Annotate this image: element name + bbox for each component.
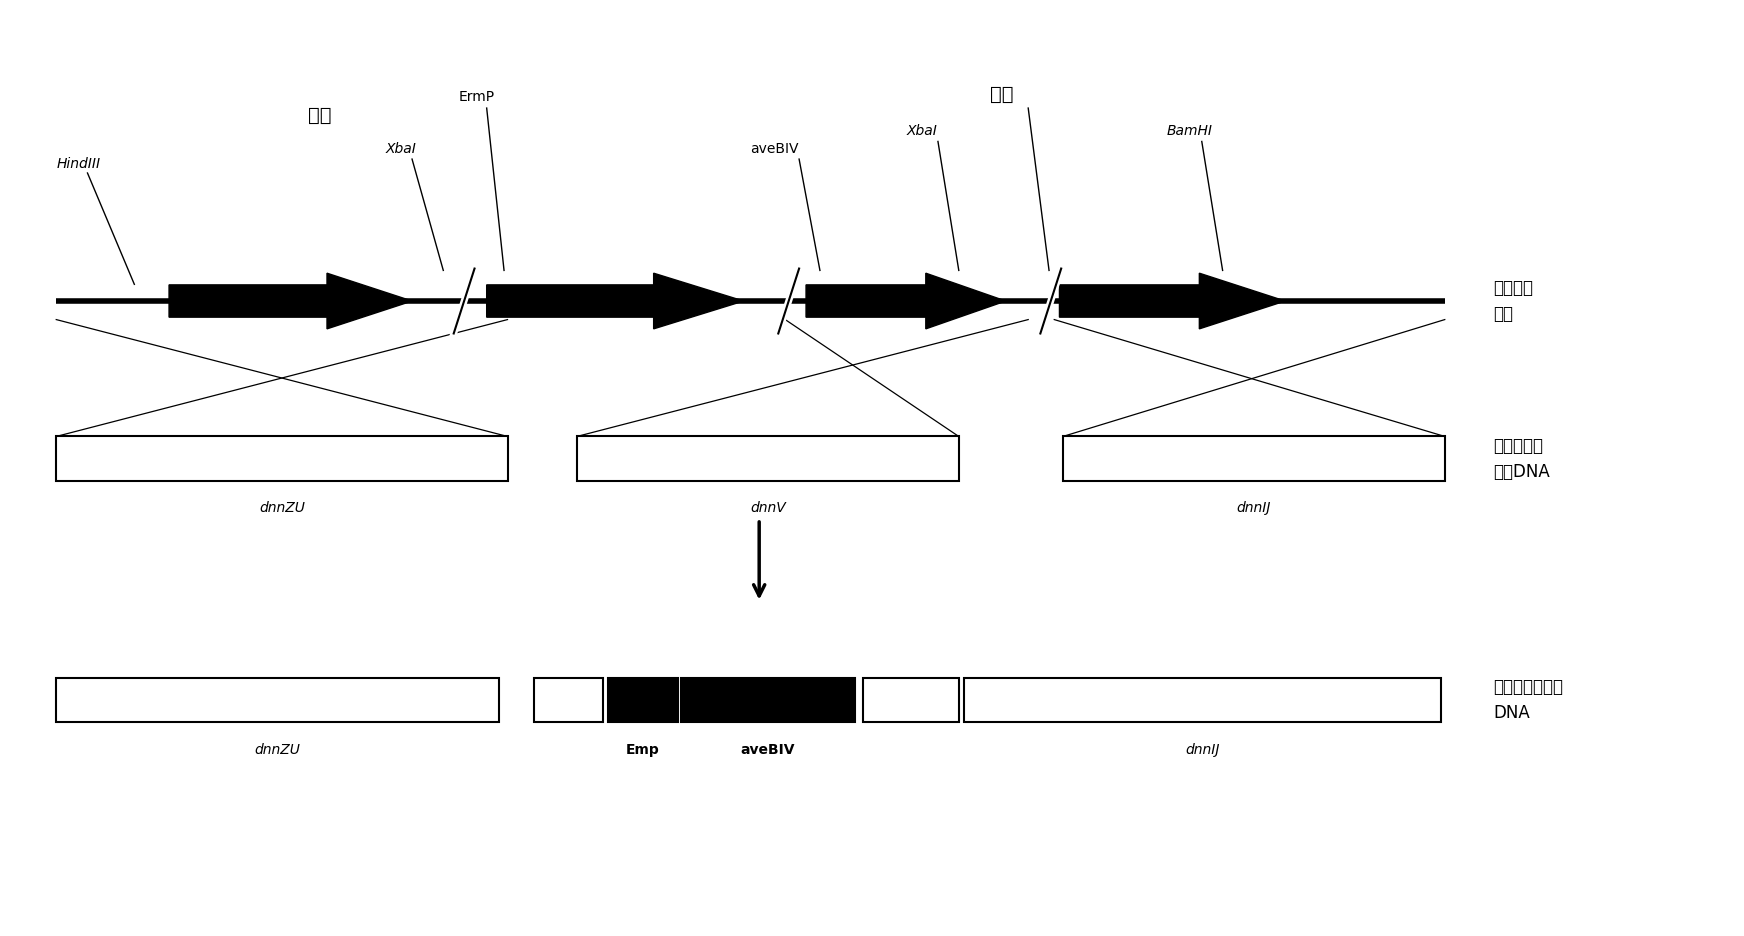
Polygon shape: [487, 273, 743, 329]
Bar: [609, 678, 678, 723]
Bar: [577, 436, 959, 481]
Text: 表柔菌株基因组
DNA: 表柔菌株基因组 DNA: [1493, 678, 1563, 722]
Text: dnnZU: dnnZU: [255, 742, 300, 756]
Text: 定点插入
质粒: 定点插入 质粒: [1493, 279, 1533, 323]
Bar: [964, 678, 1441, 723]
Text: dnnZU: dnnZU: [258, 502, 305, 516]
Text: BamHI: BamHI: [1167, 124, 1214, 138]
Text: 左胳: 左胳: [309, 106, 331, 124]
Text: aveBIV: aveBIV: [750, 142, 799, 156]
Polygon shape: [1059, 273, 1285, 329]
Text: ErmP: ErmP: [459, 91, 495, 104]
Bar: [682, 678, 855, 723]
Text: XbaI: XbaI: [385, 142, 417, 156]
Bar: [56, 678, 499, 723]
Text: 柔红菌株基
因组DNA: 柔红菌株基 因组DNA: [1493, 436, 1550, 481]
Bar: [534, 678, 603, 723]
Text: dnnIJ: dnnIJ: [1236, 502, 1271, 516]
Text: 右胳: 右胳: [991, 85, 1013, 104]
Polygon shape: [169, 273, 412, 329]
Text: dnnV: dnnV: [750, 502, 787, 516]
Bar: [863, 678, 959, 723]
Text: HindIII: HindIII: [56, 157, 101, 171]
Bar: [56, 436, 508, 481]
Bar: [1062, 436, 1444, 481]
Text: Emp: Emp: [626, 742, 659, 756]
Text: aveBIV: aveBIV: [741, 742, 795, 756]
Text: XbaI: XbaI: [907, 124, 938, 138]
Polygon shape: [806, 273, 1006, 329]
Text: dnnIJ: dnnIJ: [1186, 742, 1219, 756]
